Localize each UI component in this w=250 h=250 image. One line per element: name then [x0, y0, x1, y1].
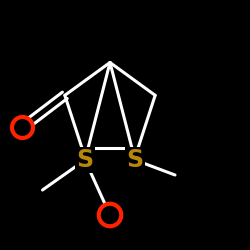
Circle shape: [103, 208, 117, 222]
Text: S: S: [76, 148, 94, 172]
Circle shape: [16, 121, 29, 134]
Text: S: S: [126, 148, 144, 172]
